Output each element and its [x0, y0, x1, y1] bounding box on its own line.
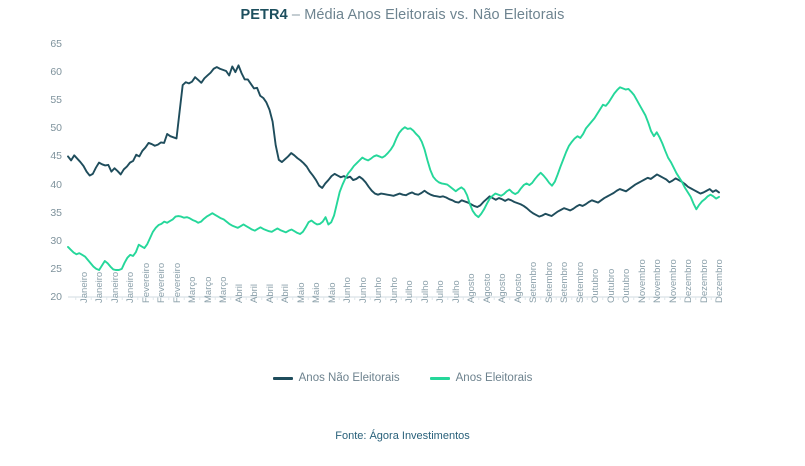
x-axis-tick-label: Janeiro	[94, 271, 106, 303]
x-axis-tick-label: Junho	[342, 277, 354, 303]
legend-item-eleitorais[interactable]: Anos Eleitorais	[429, 372, 533, 384]
x-axis-tick-label: Abril	[249, 283, 261, 303]
series-line-anos-eleitorais	[67, 86, 720, 271]
x-axis-tick-label: Julho	[404, 280, 416, 303]
y-axis-tick-50: 50	[50, 122, 62, 135]
x-axis-tick-label: Dezembro	[714, 259, 726, 303]
x-axis-tick-label: Janeiro	[78, 271, 90, 303]
y-axis-tick-30: 30	[50, 234, 62, 247]
x-axis-tick-label: Fevereiro	[171, 262, 183, 303]
legend-label: Anos Eleitorais	[455, 372, 533, 384]
y-axis-tick-35: 35	[50, 206, 62, 219]
x-axis-tick-label: Setembro	[543, 261, 555, 303]
x-axis-tick-label: Maio	[295, 282, 307, 303]
x-axis-tick-label: Outubro	[621, 268, 633, 303]
x-axis-tick-label: Outubro	[605, 268, 617, 303]
y-axis-tick-60: 60	[50, 66, 62, 79]
x-axis-tick-label: Dezembro	[683, 259, 695, 303]
x-axis-tick-label: Setembro	[528, 261, 540, 303]
x-axis-tick-label: Janeiro	[109, 271, 121, 303]
x-axis-tick-label: Julho	[419, 280, 431, 303]
x-axis-tick-label: Janeiro	[125, 271, 137, 303]
chart-source-note: Fonte: Ágora Investimentos	[335, 430, 470, 442]
x-axis-tick-label: Fevereiro	[156, 262, 168, 303]
x-axis-tick-label: Novembro	[636, 259, 648, 303]
x-axis-tick-label: Abril	[280, 283, 292, 303]
chart-legend: Anos Não Eleitorais Anos Eleitorais	[0, 372, 805, 384]
x-axis-tick-label: Abril	[264, 283, 276, 303]
x-axis-tick-label: Novembro	[652, 259, 664, 303]
x-axis-tick-label: Junho	[388, 277, 400, 303]
y-axis-tick-55: 55	[50, 94, 62, 107]
x-axis-tick-label: Novembro	[667, 259, 679, 303]
legend-swatch-line-icon	[429, 376, 450, 380]
legend-swatch-line-icon	[272, 376, 293, 380]
y-axis-tick-25: 25	[50, 262, 62, 275]
legend-label: Anos Não Eleitorais	[298, 372, 400, 384]
x-axis-tick-label: Junho	[373, 277, 385, 303]
x-axis-tick-label: Junho	[357, 277, 369, 303]
x-axis-tick-label: Março	[202, 276, 214, 303]
x-axis-tick-label: Agosto	[512, 273, 524, 303]
x-axis-tick-label: Maio	[326, 282, 338, 303]
x-axis-tick-label: Agosto	[481, 273, 493, 303]
y-axis-tick-40: 40	[50, 178, 62, 191]
x-axis-tick-label: Setembro	[559, 261, 571, 303]
x-axis-tick-label: Julho	[435, 280, 447, 303]
x-axis-tick-label: Dezembro	[698, 259, 710, 303]
x-axis-tick-label: Maio	[311, 282, 323, 303]
series-line-anos-nao-eleitorais	[67, 64, 720, 218]
chart-title-ticker: PETR4	[240, 7, 288, 23]
x-axis-tick-label: Março	[187, 276, 199, 303]
x-axis-tick-label: Agosto	[497, 273, 509, 303]
y-axis-tick-20: 20	[50, 291, 62, 303]
x-axis-tick-label: Julho	[450, 280, 462, 303]
legend-item-nao-eleitorais[interactable]: Anos Não Eleitorais	[272, 372, 400, 384]
y-axis-tick-45: 45	[50, 150, 62, 163]
x-axis-tick-label: Outubro	[590, 268, 602, 303]
chart-title: PETR4 – Média Anos Eleitorais vs. Não El…	[0, 7, 805, 23]
x-axis-tick-label: Fevereiro	[140, 262, 152, 303]
x-axis-tick-label: Março	[218, 276, 230, 303]
x-axis-tick-label: Abril	[233, 283, 245, 303]
x-axis-tick-label: Setembro	[574, 261, 586, 303]
chart-title-subject: Média Anos Eleitorais vs. Não Eleitorais	[304, 7, 565, 23]
chart-title-dash: –	[287, 7, 305, 23]
y-axis-tick-65: 65	[50, 38, 62, 50]
x-axis-tick-label: Agosto	[466, 273, 478, 303]
